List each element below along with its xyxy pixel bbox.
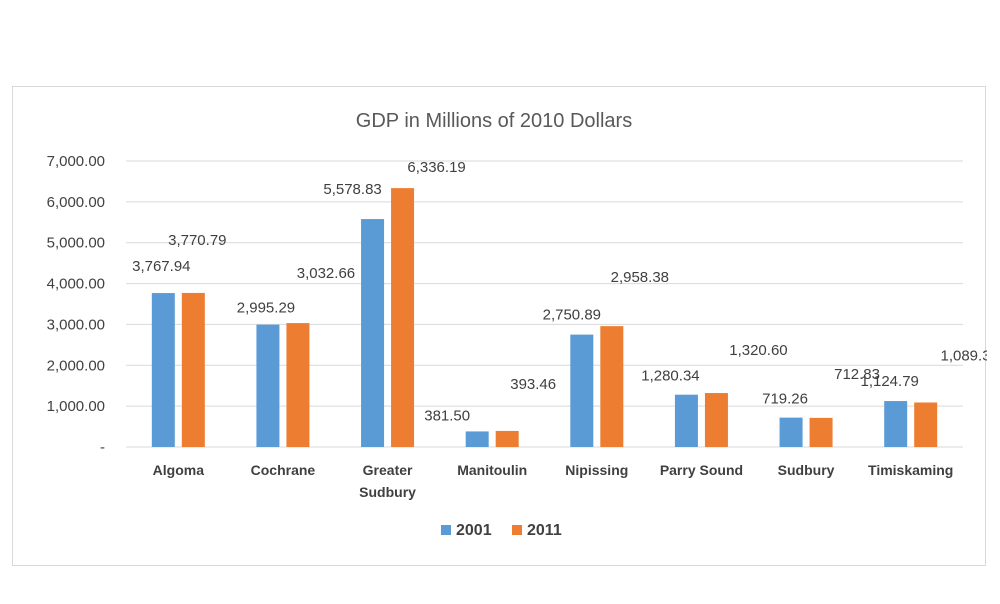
bar-2001-6 bbox=[779, 417, 803, 447]
category-labels: Algoma Cochrane Greater Sudbury Manitoulin Ni… bbox=[153, 462, 954, 500]
data-label-2011-1: 3,032.66 bbox=[297, 265, 355, 282]
data-label-2001-0: 3,767.94 bbox=[132, 258, 190, 275]
legend-swatch-2011 bbox=[512, 525, 522, 535]
data-label-2011-7: 1,089.33 bbox=[940, 347, 987, 364]
bar-2011-2 bbox=[391, 188, 415, 447]
data-label-2001-1: 2,995.29 bbox=[237, 300, 295, 317]
data-label-2001-3: 381.50 bbox=[424, 407, 470, 424]
y-tick-label: 5,000.00 bbox=[47, 235, 105, 252]
chart-frame: GDP in Millions of 2010 Dollars - 1,000.0… bbox=[12, 86, 987, 566]
y-axis-ticks: - 1,000.00 2,000.00 3,000.00 4,000.00 5,000.0… bbox=[47, 153, 105, 456]
bar-2011-5 bbox=[704, 393, 728, 447]
data-label-2011-2: 6,336.19 bbox=[407, 159, 465, 176]
bar-2011-7 bbox=[914, 402, 938, 447]
category-label: Manitoulin bbox=[457, 462, 527, 478]
bar-2011-4 bbox=[600, 326, 624, 447]
data-label-2011-3: 393.46 bbox=[510, 376, 556, 393]
category-label: Algoma bbox=[153, 462, 205, 478]
bar-2001-4 bbox=[570, 334, 594, 447]
data-label-2011-5: 1,320.60 bbox=[729, 342, 787, 359]
category-label: Nipissing bbox=[565, 462, 628, 478]
data-label-2001-5: 1,280.34 bbox=[641, 368, 699, 385]
y-tick-label: 3,000.00 bbox=[47, 316, 105, 333]
bar-2001-3 bbox=[465, 431, 489, 447]
bar-2011-3 bbox=[495, 430, 519, 447]
data-label-2001-4: 2,750.89 bbox=[543, 307, 601, 324]
legend: 2001 2011 bbox=[441, 522, 562, 539]
category-label: Sudbury bbox=[778, 462, 835, 478]
data-label-2001-6: 719.26 bbox=[762, 391, 808, 408]
y-tick-label: 1,000.00 bbox=[47, 398, 105, 415]
bar-2011-6 bbox=[809, 417, 833, 447]
bar-2001-7 bbox=[884, 401, 908, 447]
data-labels: 3,767.94 3,770.79 2,995.29 3,032.66 5,578.83… bbox=[132, 159, 987, 424]
bar-2011-1 bbox=[286, 323, 310, 447]
y-tick-label: 2,000.00 bbox=[47, 357, 105, 374]
bar-2001-0 bbox=[151, 293, 175, 447]
bars bbox=[151, 188, 938, 447]
legend-label-2001: 2001 bbox=[456, 522, 492, 539]
data-label-2011-0: 3,770.79 bbox=[168, 232, 226, 249]
bar-2011-0 bbox=[181, 292, 205, 447]
legend-swatch-2001 bbox=[441, 525, 451, 535]
bar-2001-2 bbox=[361, 219, 385, 447]
bar-2001-5 bbox=[674, 394, 698, 447]
category-label: Timiskaming bbox=[868, 462, 953, 478]
category-label: Parry Sound bbox=[660, 462, 743, 478]
data-label-2011-6: 712.83 bbox=[834, 366, 880, 383]
y-tick-label: 7,000.00 bbox=[47, 153, 105, 170]
category-label: Sudbury bbox=[359, 484, 416, 500]
y-tick-label: 4,000.00 bbox=[47, 276, 105, 293]
data-label-2001-7: 1,124.79 bbox=[860, 373, 918, 390]
chart-title: GDP in Millions of 2010 Dollars bbox=[356, 110, 632, 132]
data-label-2011-4: 2,958.38 bbox=[611, 269, 669, 286]
data-label-2001-2: 5,578.83 bbox=[323, 181, 381, 198]
category-label: Greater bbox=[363, 462, 413, 478]
y-tick-label: 6,000.00 bbox=[47, 194, 105, 211]
gdp-bar-chart: GDP in Millions of 2010 Dollars - 1,000.0… bbox=[47, 110, 987, 539]
category-label: Cochrane bbox=[251, 462, 316, 478]
legend-label-2011: 2011 bbox=[527, 522, 562, 539]
y-tick-label: - bbox=[100, 439, 105, 456]
bar-2001-1 bbox=[256, 324, 280, 447]
